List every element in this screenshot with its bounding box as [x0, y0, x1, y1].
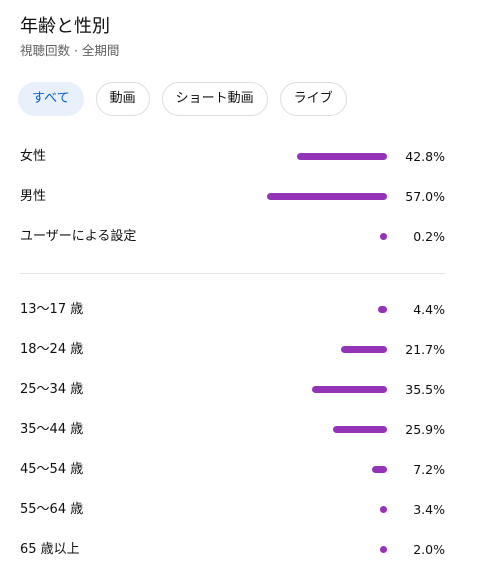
bar [267, 193, 387, 200]
filter-chips: すべて 動画 ショート動画 ライブ [18, 82, 347, 116]
row-label: 女性 [20, 149, 47, 164]
row-label: 13〜17 歳 [20, 302, 84, 317]
value-label: 42.8% [405, 149, 445, 164]
title: 年齢と性別 [20, 16, 110, 37]
value-label: 21.7% [405, 342, 445, 357]
value-label: 0.2% [413, 229, 445, 244]
row-label: 25〜34 歳 [20, 382, 84, 397]
bar [380, 546, 387, 553]
row-label: 55〜64 歳 [20, 502, 84, 517]
stat-row: ユーザーによる設定 0.2% [0, 227, 486, 247]
value-label: 2.0% [413, 542, 445, 557]
bar [379, 506, 387, 513]
filter-chip[interactable]: 動画 [95, 82, 150, 116]
bar [341, 346, 387, 353]
value-label: 4.4% [413, 302, 445, 317]
row-label: 18〜24 歳 [20, 342, 84, 357]
stat-row: 55〜64 歳 3.4% [0, 500, 486, 520]
stat-row: 45〜54 歳 7.2% [0, 460, 486, 480]
filter-chip[interactable]: すべて [18, 82, 84, 116]
subtitle: 視聴回数 · 全期間 [20, 43, 120, 58]
stat-row: 25〜34 歳 35.5% [0, 380, 486, 400]
bar [297, 153, 387, 160]
stat-row: 13〜17 歳 4.4% [0, 300, 486, 320]
row-label: 45〜54 歳 [20, 462, 84, 477]
filter-chip[interactable]: ライブ [279, 82, 347, 116]
bar [312, 386, 387, 393]
row-label: ユーザーによる設定 [20, 229, 137, 244]
stat-row: 18〜24 歳 21.7% [0, 340, 486, 360]
value-label: 3.4% [413, 502, 445, 517]
bar [371, 466, 387, 473]
divider [20, 273, 445, 274]
row-label: 65 歳以上 [20, 542, 80, 557]
row-label: 男性 [20, 189, 47, 204]
stat-row: 女性 42.8% [0, 147, 486, 167]
stat-row: 男性 57.0% [0, 187, 486, 207]
bar [380, 233, 387, 240]
value-label: 57.0% [405, 189, 445, 204]
filter-chip[interactable]: ショート動画 [161, 82, 268, 116]
stat-row: 65 歳以上 2.0% [0, 540, 486, 560]
bar [332, 426, 387, 433]
bar [377, 306, 387, 313]
value-label: 35.5% [405, 382, 445, 397]
stat-row: 35〜44 歳 25.9% [0, 420, 486, 440]
row-label: 35〜44 歳 [20, 422, 84, 437]
value-label: 25.9% [405, 422, 445, 437]
value-label: 7.2% [413, 462, 445, 477]
